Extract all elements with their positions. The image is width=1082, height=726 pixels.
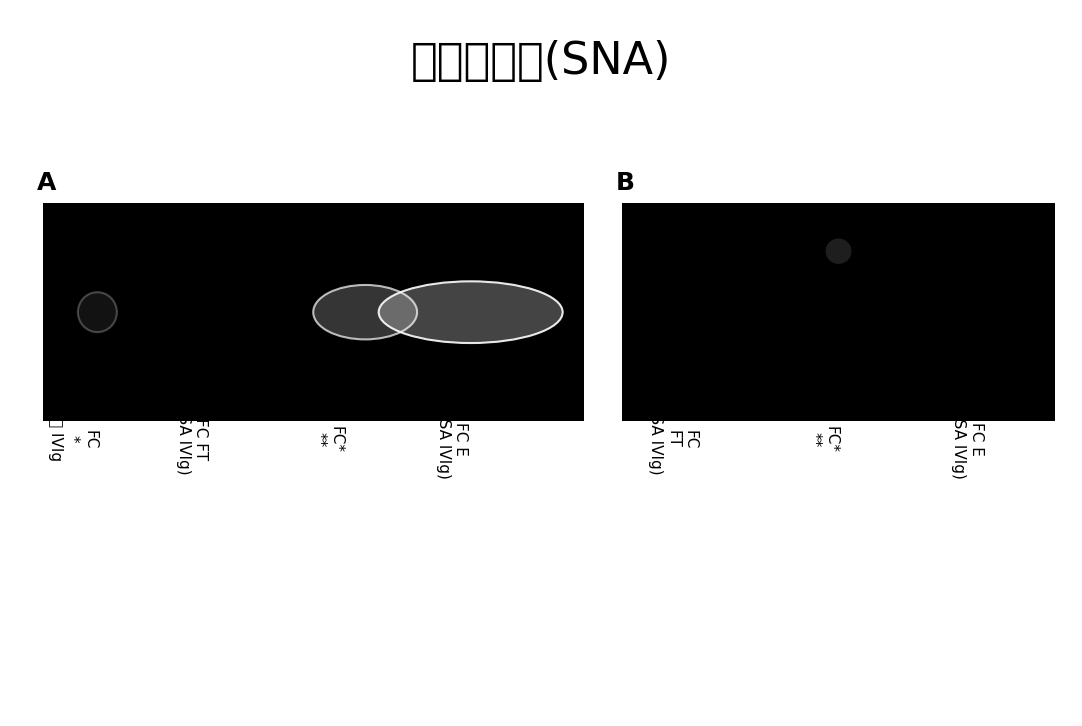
Text: 凝集素印迹(SNA): 凝集素印迹(SNA) xyxy=(411,40,671,83)
Text: FC
FT
(-SA IVIg): FC FT (-SA IVIg) xyxy=(648,404,698,475)
Bar xyxy=(622,203,1055,421)
Text: FC FT
(-SA IVIg): FC FT (-SA IVIg) xyxy=(176,404,208,475)
Ellipse shape xyxy=(826,238,852,264)
Ellipse shape xyxy=(78,293,117,333)
Bar xyxy=(43,203,584,421)
Text: A: A xyxy=(37,171,56,195)
Text: FC E
(+SA IVIg): FC E (+SA IVIg) xyxy=(436,400,467,478)
Ellipse shape xyxy=(314,285,417,340)
Text: FC*
**: FC* ** xyxy=(312,425,344,453)
Text: FC
*
自 IVIg: FC * 自 IVIg xyxy=(48,417,97,461)
Text: B: B xyxy=(616,171,635,195)
Bar xyxy=(616,199,1061,425)
Ellipse shape xyxy=(379,282,563,343)
Bar xyxy=(37,199,591,425)
Text: FC*
**: FC* ** xyxy=(806,425,839,453)
Text: FC E
(+SA IVIg): FC E (+SA IVIg) xyxy=(951,400,984,478)
